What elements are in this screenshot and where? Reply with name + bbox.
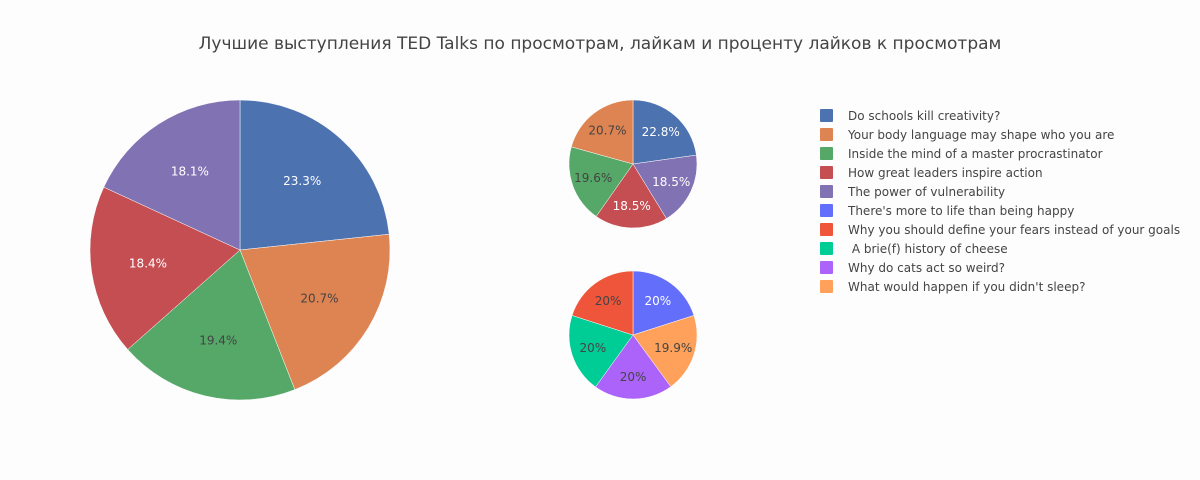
legend-swatch: [820, 242, 833, 255]
legend-swatch: [820, 109, 833, 122]
pie-slice[interactable]: [568, 146, 634, 217]
legend-swatch: [820, 223, 833, 236]
pie-slice[interactable]: [595, 163, 667, 229]
pie-slice[interactable]: [595, 334, 672, 400]
pie-slice[interactable]: [632, 270, 695, 336]
pie-slice[interactable]: [571, 99, 634, 165]
slice-percent-label: 20.7%: [588, 123, 626, 137]
pie-slice[interactable]: [239, 99, 390, 251]
pie-slice[interactable]: [127, 249, 296, 401]
legend-label: How great leaders inspire action: [848, 165, 1043, 180]
slice-percent-label: 20%: [620, 370, 647, 384]
legend-label: A brie(f) history of cheese: [848, 241, 1008, 256]
legend-item[interactable]: Inside the mind of a master procrastinat…: [820, 144, 1180, 163]
pie-slice[interactable]: [632, 315, 698, 388]
chart-title: Лучшие выступления TED Talks по просмотр…: [198, 34, 1002, 54]
slice-percent-label: 23.3%: [283, 174, 321, 188]
pie-slice[interactable]: [89, 186, 241, 350]
legend-swatch: [820, 166, 833, 179]
pie-slice[interactable]: [239, 233, 391, 390]
legend-label: What would happen if you didn't sleep?: [848, 279, 1086, 294]
pie-slice[interactable]: [632, 99, 697, 165]
slice-percent-label: 20.7%: [300, 291, 338, 305]
legend-item[interactable]: There's more to life than being happy: [820, 201, 1180, 220]
slice-percent-label: 18.5%: [613, 199, 651, 213]
legend-label: Inside the mind of a master procrastinat…: [848, 146, 1103, 161]
slice-percent-label: 19.6%: [574, 171, 612, 185]
pie-slice[interactable]: [568, 315, 634, 388]
slice-percent-label: 19.9%: [654, 341, 692, 355]
legend-swatch: [820, 128, 833, 141]
legend-label: The power of vulnerability: [848, 184, 1006, 199]
slice-percent-label: 20%: [595, 294, 622, 308]
slice-percent-label: 19.4%: [199, 333, 237, 347]
slice-percent-label: 22.8%: [642, 125, 680, 139]
pie-slice[interactable]: [571, 270, 634, 336]
legend-item[interactable]: How great leaders inspire action: [820, 163, 1180, 182]
slice-percent-label: 18.4%: [129, 257, 167, 271]
slice-percent-label: 18.5%: [652, 175, 690, 189]
legend-label: Why do cats act so weird?: [848, 260, 1006, 275]
slice-percent-label: 18.1%: [171, 165, 209, 179]
legend-label: Why you should define your fears instead…: [848, 222, 1181, 237]
legend-swatch: [820, 147, 833, 160]
legend: Do schools kill creativity? Your body lan…: [820, 106, 1180, 296]
legend-label: There's more to life than being happy: [848, 203, 1075, 218]
legend-item[interactable]: Why do cats act so weird?: [820, 258, 1180, 277]
legend-item[interactable]: A brie(f) history of cheese: [820, 239, 1180, 258]
legend-swatch: [820, 261, 833, 274]
legend-label: Do schools kill creativity?: [848, 108, 1001, 123]
legend-swatch: [820, 280, 833, 293]
legend-item[interactable]: Why you should define your fears instead…: [820, 220, 1180, 239]
legend-label: Your body language may shape who you are: [848, 127, 1115, 142]
legend-item[interactable]: What would happen if you didn't sleep?: [820, 277, 1180, 296]
slice-percent-label: 20%: [645, 294, 672, 308]
slice-percent-label: 20%: [580, 341, 607, 355]
pie-slice[interactable]: [632, 154, 698, 219]
pie-slice[interactable]: [103, 99, 241, 251]
legend-swatch: [820, 204, 833, 217]
legend-item[interactable]: Your body language may shape who you are: [820, 125, 1180, 144]
legend-item[interactable]: The power of vulnerability: [820, 182, 1180, 201]
legend-swatch: [820, 185, 833, 198]
legend-item[interactable]: Do schools kill creativity?: [820, 106, 1180, 125]
